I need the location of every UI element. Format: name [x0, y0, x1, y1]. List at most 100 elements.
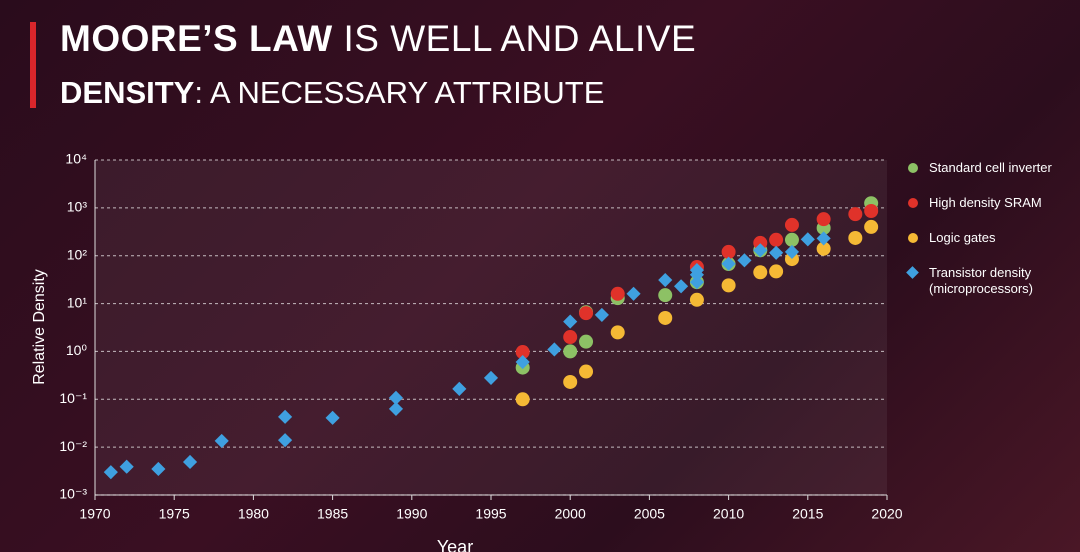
x-tick-label: 1970 — [79, 506, 110, 522]
data-point — [784, 217, 799, 232]
legend-swatch — [908, 198, 918, 208]
data-point — [515, 345, 530, 360]
data-point — [658, 310, 673, 325]
data-point — [515, 392, 530, 407]
slide-subtitle: DENSITY: A NECESSARY ATTRIBUTE — [60, 75, 604, 111]
legend-item: Standard cell inverter — [905, 160, 1069, 176]
legend-swatch — [906, 266, 919, 279]
x-tick-label: 2015 — [792, 506, 823, 522]
data-point — [689, 275, 704, 290]
title-bold: MOORE’S LAW — [60, 18, 333, 59]
data-point — [515, 354, 530, 370]
legend-swatch — [908, 233, 918, 243]
x-tick-label: 2005 — [634, 506, 665, 522]
x-tick-label: 1995 — [475, 506, 506, 522]
legend: Standard cell inverter High density SRAM L… — [905, 160, 1075, 316]
data-point — [769, 245, 784, 260]
x-axis-label: Year — [437, 537, 473, 552]
data-point — [483, 370, 499, 385]
data-point — [388, 401, 404, 416]
data-point — [753, 265, 768, 280]
data-point — [753, 243, 768, 258]
data-point — [769, 232, 784, 247]
data-point — [658, 272, 673, 288]
legend-item: Logic gates — [905, 230, 1069, 246]
data-point — [816, 241, 831, 256]
legend-swatch — [908, 163, 918, 173]
data-point — [278, 409, 293, 424]
data-point — [769, 264, 784, 279]
data-point — [103, 465, 118, 480]
legend-item: Transistor density (microprocessors) — [905, 265, 1069, 297]
data-point — [563, 314, 578, 329]
data-point — [594, 307, 609, 322]
y-tick-label: 10⁻¹ — [59, 390, 87, 406]
data-point — [563, 344, 578, 359]
data-point — [278, 433, 293, 448]
data-point — [721, 256, 736, 271]
x-tick-label: 1985 — [317, 506, 348, 522]
y-tick-label: 10¹ — [67, 294, 88, 310]
data-point — [579, 364, 594, 379]
data-point — [800, 232, 815, 247]
data-point — [547, 342, 562, 357]
data-point — [674, 279, 689, 294]
x-tick-label: 2020 — [871, 506, 902, 522]
data-point — [579, 334, 594, 349]
x-tick-label: 1980 — [238, 506, 269, 522]
data-point — [658, 288, 673, 303]
data-point — [563, 374, 578, 389]
x-tick-label: 1990 — [396, 506, 427, 522]
data-point — [119, 459, 134, 474]
slide-title: MOORE’S LAW IS WELL AND ALIVE — [60, 18, 696, 60]
subtitle-bold: DENSITY — [60, 75, 195, 110]
legend-item: High density SRAM — [905, 195, 1069, 211]
data-point — [848, 207, 863, 222]
y-tick-label: 10⁻² — [59, 438, 87, 454]
plot-area — [95, 160, 887, 495]
title-rest: IS WELL AND ALIVE — [343, 18, 697, 59]
data-point — [737, 253, 752, 268]
data-point — [182, 454, 198, 470]
y-axis-label: Relative Density — [31, 269, 48, 385]
legend-label: Logic gates — [929, 230, 996, 245]
legend-label: Standard cell inverter — [929, 160, 1052, 175]
data-point — [325, 410, 340, 425]
data-point — [864, 219, 879, 234]
data-point — [563, 330, 578, 345]
y-tick-label: 10² — [67, 246, 88, 262]
x-tick-label: 1975 — [159, 506, 190, 522]
data-point — [864, 203, 879, 218]
data-point — [689, 263, 704, 278]
y-tick-label: 10⁰ — [66, 342, 88, 358]
legend-label: Transistor density (microprocessors) — [929, 265, 1034, 296]
data-point — [721, 278, 736, 293]
data-point — [784, 252, 799, 267]
subtitle-rest: : A NECESSARY ATTRIBUTE — [194, 75, 605, 110]
data-point — [689, 292, 704, 307]
data-point — [610, 286, 625, 301]
data-point — [784, 232, 799, 247]
data-point — [848, 230, 863, 245]
data-point — [579, 306, 594, 321]
accent-bar — [30, 22, 36, 108]
data-point — [626, 286, 641, 301]
data-point — [816, 212, 831, 227]
y-tick-label: 10⁴ — [65, 151, 87, 167]
data-point — [721, 244, 736, 259]
y-tick-label: 10³ — [67, 199, 88, 215]
data-point — [151, 461, 166, 477]
data-point — [388, 390, 404, 405]
data-point — [610, 325, 625, 340]
data-point — [753, 235, 768, 250]
data-point — [452, 381, 467, 396]
x-tick-label: 2000 — [555, 506, 586, 522]
x-tick-label: 2010 — [713, 506, 744, 522]
data-point — [816, 231, 831, 246]
data-point — [784, 244, 800, 259]
data-point — [214, 433, 229, 448]
legend-label: High density SRAM — [929, 195, 1042, 210]
y-tick-label: 10⁻³ — [59, 486, 87, 502]
